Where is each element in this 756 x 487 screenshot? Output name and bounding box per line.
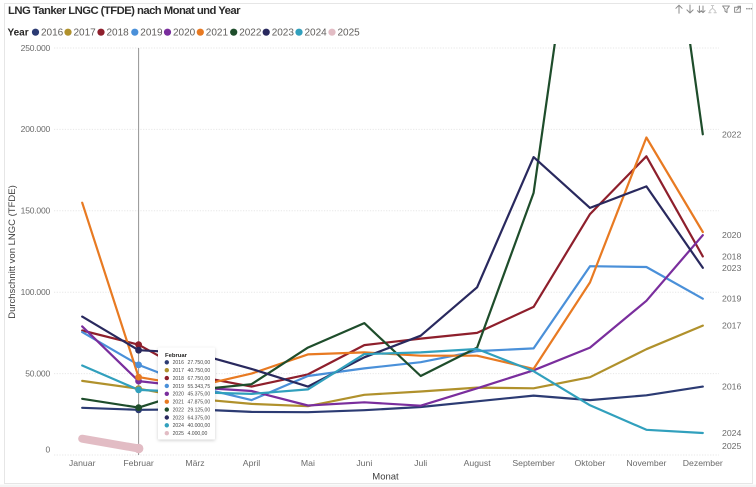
svg-text:2025: 2025 <box>338 28 361 39</box>
svg-text:Year: Year <box>8 28 29 39</box>
svg-text:250.000: 250.000 <box>21 43 51 53</box>
svg-text:67.750,00: 67.750,00 <box>188 376 211 382</box>
svg-text:64.375,00: 64.375,00 <box>188 415 211 421</box>
svg-text:2016: 2016 <box>173 360 184 366</box>
svg-text:2017: 2017 <box>722 321 741 331</box>
svg-text:2024: 2024 <box>722 428 741 438</box>
svg-text:2018: 2018 <box>722 251 741 261</box>
svg-text:2018: 2018 <box>107 28 130 39</box>
svg-text:29.125,00: 29.125,00 <box>188 408 211 414</box>
svg-text:Durchschnitt von LNGC (TFDE): Durchschnitt von LNGC (TFDE) <box>7 185 18 319</box>
svg-text:2016: 2016 <box>41 28 64 39</box>
svg-text:2019: 2019 <box>722 294 741 304</box>
svg-text:April: April <box>243 458 260 468</box>
svg-text:September: September <box>512 458 555 468</box>
svg-text:2021: 2021 <box>206 28 229 39</box>
svg-text:2016: 2016 <box>722 382 741 392</box>
svg-text:50.000: 50.000 <box>25 368 50 378</box>
svg-text:27.750,00: 27.750,00 <box>188 360 211 366</box>
svg-text:März: März <box>185 458 204 468</box>
svg-text:August: August <box>464 458 492 468</box>
svg-text:2019: 2019 <box>173 384 184 390</box>
svg-text:Dezember: Dezember <box>683 458 723 468</box>
svg-text:40.000,00: 40.000,00 <box>188 423 211 429</box>
svg-text:100.000: 100.000 <box>21 287 51 297</box>
svg-text:2020: 2020 <box>173 392 184 398</box>
svg-text:Juli: Juli <box>414 458 427 468</box>
svg-text:2024: 2024 <box>305 28 328 39</box>
svg-text:Januar: Januar <box>69 458 96 468</box>
svg-text:4.000,00: 4.000,00 <box>188 431 208 437</box>
svg-text:November: November <box>626 458 666 468</box>
svg-text:200.000: 200.000 <box>21 124 51 134</box>
svg-text:0: 0 <box>45 444 50 454</box>
svg-text:45.375,00: 45.375,00 <box>188 392 211 398</box>
svg-text:Juni: Juni <box>356 458 372 468</box>
svg-text:Mai: Mai <box>301 458 315 468</box>
svg-text:2018: 2018 <box>173 376 184 382</box>
svg-text:2025: 2025 <box>173 431 184 437</box>
svg-text:2023: 2023 <box>722 263 741 273</box>
svg-text:2024: 2024 <box>173 423 184 429</box>
svg-text:2022: 2022 <box>239 28 262 39</box>
svg-text:2022: 2022 <box>722 129 741 139</box>
svg-text:2019: 2019 <box>140 28 163 39</box>
svg-text:55.343,75: 55.343,75 <box>188 384 211 390</box>
svg-text:2020: 2020 <box>173 28 196 39</box>
svg-text:Monat: Monat <box>372 472 399 483</box>
svg-text:2020: 2020 <box>722 230 741 240</box>
svg-text:Februar: Februar <box>165 353 188 359</box>
svg-text:2023: 2023 <box>173 415 184 421</box>
svg-text:2017: 2017 <box>74 28 97 39</box>
svg-text:2023: 2023 <box>272 28 295 39</box>
svg-text:Februar: Februar <box>123 458 154 468</box>
svg-text:Oktober: Oktober <box>575 458 606 468</box>
svg-text:LNG Tanker LNGC (TFDE) nach Mo: LNG Tanker LNGC (TFDE) nach Monat und Ye… <box>8 5 241 17</box>
svg-text:47.875,00: 47.875,00 <box>188 400 211 406</box>
svg-text:2017: 2017 <box>173 368 184 374</box>
svg-text:2021: 2021 <box>173 400 184 406</box>
svg-text:2025: 2025 <box>722 441 741 451</box>
svg-text:150.000: 150.000 <box>21 206 51 216</box>
svg-text:40.750,00: 40.750,00 <box>188 368 211 374</box>
svg-text:2022: 2022 <box>173 408 184 414</box>
